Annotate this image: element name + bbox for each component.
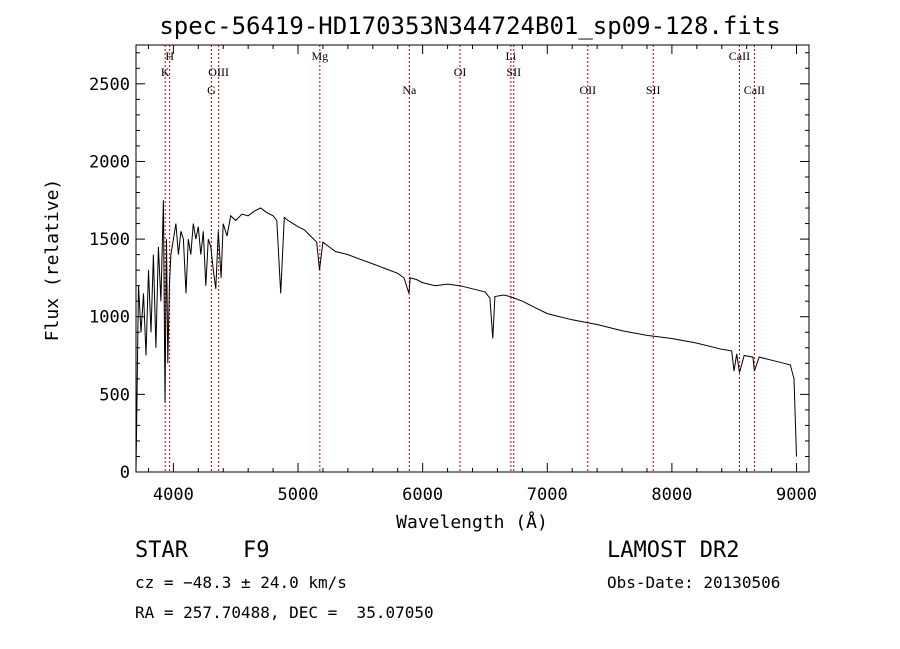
plot-frame — [135, 44, 810, 473]
x-tick-label: 6000 — [402, 485, 443, 505]
x-tick-label: 7000 — [527, 485, 568, 505]
line-marker-label: Mg — [311, 49, 328, 63]
x-tick-label: 8000 — [651, 485, 692, 505]
line-marker-label: SII — [506, 65, 521, 79]
x-tick-label: 5000 — [278, 485, 319, 505]
line-marker-label: Li — [506, 49, 517, 63]
y-tick-label: 500 — [99, 385, 130, 405]
chart-title: spec-56419-HD170353N344724B01_sp09-128.f… — [159, 12, 780, 40]
line-marker-label: OI — [454, 65, 467, 79]
line-marker-label: SII — [646, 83, 661, 97]
line-marker-label: G — [207, 83, 216, 97]
x-tick-label: 4000 — [153, 485, 194, 505]
x-axis-label: Wavelength (Å) — [396, 511, 548, 533]
y-tick-label: 2000 — [89, 152, 130, 172]
line-marker-label: CaII — [729, 49, 750, 63]
y-axis-label: Flux (relative) — [42, 179, 63, 342]
line-marker-label: K — [161, 65, 170, 79]
observation-date: Obs-Date: 20130506 — [607, 573, 781, 592]
line-marker-label: OII — [579, 83, 596, 97]
y-axis-ticks: 0 500 1000 1500 2000 2500 — [89, 52, 809, 483]
line-markers: HK OIII G Mg Na OI Li SII OII SII CaII CaII — [161, 45, 765, 472]
redshift-velocity: cz = −48.3 ± 24.0 km/s — [135, 573, 347, 592]
sky-coordinates: RA = 257.70488, DEC = 35.07050 — [135, 603, 434, 622]
y-tick-label: 2500 — [89, 75, 130, 95]
x-tick-label: 9000 — [776, 485, 817, 505]
spectral-subclass: F9 — [243, 538, 270, 563]
survey-release: LAMOST DR2 — [607, 538, 740, 563]
line-marker-label: Na — [402, 83, 417, 97]
line-marker-label: CaII — [744, 83, 765, 97]
y-tick-label: 0 — [120, 463, 130, 483]
spectrum-line — [135, 200, 797, 473]
line-marker-label: OIII — [208, 65, 229, 79]
y-tick-label: 1500 — [89, 230, 130, 250]
line-marker-label: H — [165, 49, 174, 63]
x-axis-ticks: 4000 5000 6000 7000 8000 9000 — [147, 45, 817, 505]
object-class: STAR — [135, 538, 188, 563]
y-tick-label: 1000 — [89, 308, 130, 328]
